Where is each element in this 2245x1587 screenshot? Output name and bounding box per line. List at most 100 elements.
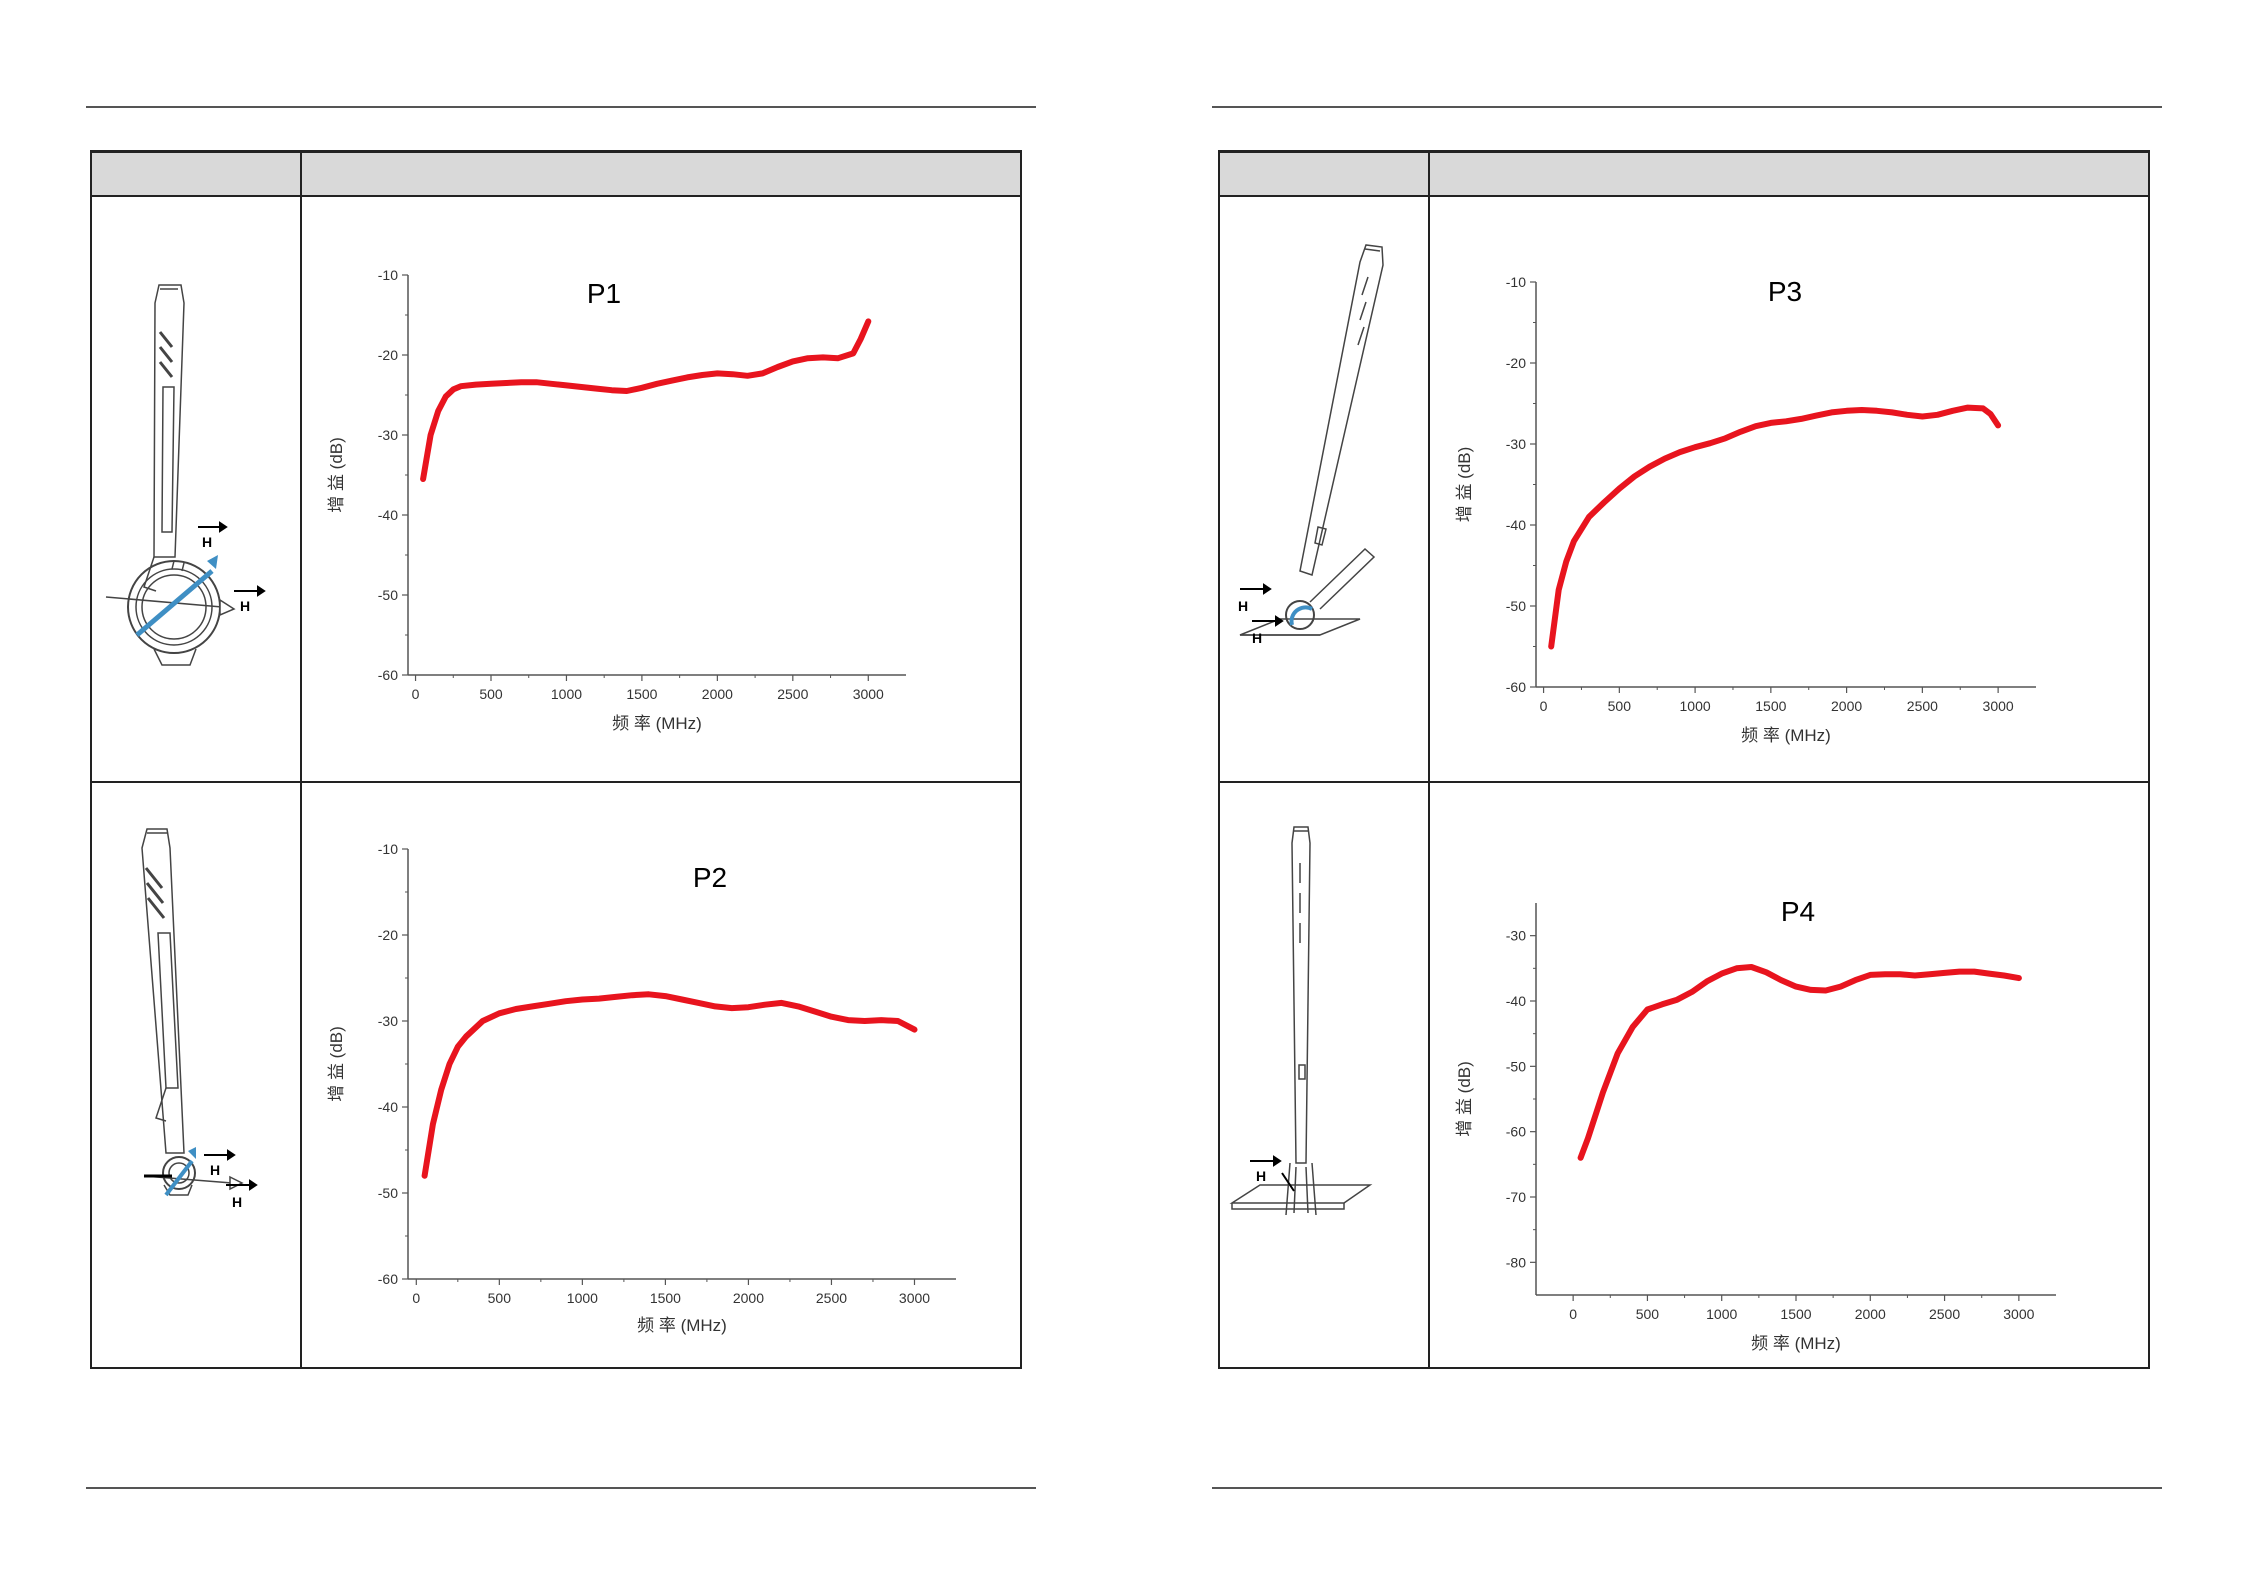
x-tick-label: 2500 <box>816 1290 847 1306</box>
y-tick-label: -30 <box>378 427 398 443</box>
left-top-rule <box>86 106 1036 108</box>
chart-p1: -10 -20 -30 -40 -50 -60 0 500 1000 1500 2000 2500 30… <box>327 267 906 733</box>
chart-cell-p4: -30 -40 -50 -60 -70 -80 0 500 1000 1500 2000 2500 30… <box>1430 783 2150 1369</box>
probe-vertical-board-drawing: H <box>1229 826 1373 1216</box>
y-tick-label: -10 <box>378 841 398 857</box>
y-tick-label: -80 <box>1506 1254 1526 1270</box>
right-bottom-rule <box>1212 1487 2162 1489</box>
y-tick-label: -30 <box>1506 928 1526 944</box>
y-tick-label: -40 <box>1506 993 1526 1009</box>
right-table-header-probe <box>1220 153 1430 197</box>
x-tick-label: 500 <box>479 686 503 702</box>
y-tick-label: -60 <box>1506 679 1526 695</box>
left-table-header-curve <box>302 153 1022 197</box>
chart-cell-p3: -10 -20 -30 -40 -50 -60 0 500 1000 1500 2000 2500 30… <box>1430 197 2150 783</box>
y-axis-label: 增 益 (dB) <box>1455 1061 1474 1137</box>
x-tick-label: 0 <box>412 1290 420 1306</box>
x-tick-label: 3000 <box>1983 698 2014 714</box>
h-field-label: H <box>232 1194 242 1210</box>
left-table: H H -10 -20 -30 -40 -50 -60 0 500 1000 1500 2000 25… <box>90 150 1022 1369</box>
series-line-p4 <box>1577 964 2022 1161</box>
chart-title: P1 <box>587 278 621 309</box>
probe-cell-p2: H H <box>92 783 302 1369</box>
chart-title: P4 <box>1781 896 1815 927</box>
chart-title: P2 <box>693 862 727 893</box>
y-tick-label: -20 <box>378 347 398 363</box>
y-tick-label: -50 <box>1506 598 1526 614</box>
x-tick-label: 0 <box>412 686 420 702</box>
y-tick-label: -50 <box>378 587 398 603</box>
y-axis-label: 增 益 (dB) <box>327 437 346 513</box>
x-tick-label: 1000 <box>1706 1306 1737 1322</box>
x-tick-label: 2500 <box>777 686 808 702</box>
h-field-label: H <box>1252 630 1262 646</box>
x-axis-label: 频 率 (MHz) <box>1751 1334 1841 1353</box>
probe-cell-p3: H H <box>1220 197 1430 783</box>
h-field-label: H <box>202 534 212 550</box>
x-tick-label: 500 <box>1608 698 1632 714</box>
y-axis-label: 增 益 (dB) <box>1455 447 1474 523</box>
chart-p2: -10 -20 -30 -40 -50 -60 0 500 1000 1500 2000 2500 30… <box>327 841 956 1335</box>
x-tick-label: 1000 <box>1680 698 1711 714</box>
x-tick-label: 2500 <box>1929 1306 1960 1322</box>
x-tick-label: 2000 <box>733 1290 764 1306</box>
chart-title: P3 <box>1768 276 1802 307</box>
x-tick-label: 3000 <box>2003 1306 2034 1322</box>
x-tick-label: 1000 <box>551 686 582 702</box>
probe-loop-side-drawing: H H <box>141 828 258 1210</box>
y-tick-label: -10 <box>1506 274 1526 290</box>
h-field-label: H <box>210 1162 220 1178</box>
y-tick-label: -60 <box>1506 1124 1526 1140</box>
x-tick-label: 1500 <box>650 1290 681 1306</box>
probe-tilted-drawing: H H <box>1238 244 1384 646</box>
x-tick-label: 1500 <box>626 686 657 702</box>
h-field-label: H <box>240 598 250 614</box>
probe-cell-p4: H <box>1220 783 1430 1369</box>
y-tick-label: -20 <box>1506 355 1526 371</box>
right-table: H H -10 -20 -30 -40 -50 -60 0 500 1000 1500 2000 25… <box>1218 150 2150 1369</box>
y-tick-label: -60 <box>378 1271 398 1287</box>
probe-loop-drawing: H H <box>105 284 266 666</box>
x-tick-label: 0 <box>1540 698 1548 714</box>
left-bottom-rule <box>86 1487 1036 1489</box>
x-axis-label: 频 率 (MHz) <box>612 714 702 733</box>
chart-cell-p2: -10 -20 -30 -40 -50 -60 0 500 1000 1500 2000 2500 30… <box>302 783 1022 1369</box>
series-line-p3 <box>1548 404 2002 650</box>
y-axis-label: 增 益 (dB) <box>327 1026 346 1102</box>
x-tick-label: 500 <box>1636 1306 1660 1322</box>
probe-cell-p1: H H <box>92 197 302 783</box>
chart-p3: -10 -20 -30 -40 -50 -60 0 500 1000 1500 2000 2500 30… <box>1455 274 2036 745</box>
x-tick-label: 2500 <box>1907 698 1938 714</box>
y-tick-label: -40 <box>378 1099 398 1115</box>
y-tick-label: -70 <box>1506 1189 1526 1205</box>
x-axis-label: 频 率 (MHz) <box>1741 726 1831 745</box>
x-axis-label: 频 率 (MHz) <box>637 1316 727 1335</box>
y-tick-label: -50 <box>1506 1058 1526 1074</box>
chart-cell-p1: -10 -20 -30 -40 -50 -60 0 500 1000 1500 2000 2500 30… <box>302 197 1022 783</box>
x-tick-label: 1500 <box>1780 1306 1811 1322</box>
y-tick-label: -40 <box>378 507 398 523</box>
x-tick-label: 2000 <box>1855 1306 1886 1322</box>
x-tick-label: 0 <box>1569 1306 1577 1322</box>
x-tick-label: 1000 <box>567 1290 598 1306</box>
y-tick-label: -40 <box>1506 517 1526 533</box>
x-tick-label: 2000 <box>1831 698 1862 714</box>
right-top-rule <box>1212 106 2162 108</box>
y-tick-label: -20 <box>378 927 398 943</box>
chart-p4: -30 -40 -50 -60 -70 -80 0 500 1000 1500 2000 2500 30… <box>1455 896 2056 1353</box>
series-line-p2 <box>421 991 918 1179</box>
x-tick-label: 500 <box>488 1290 512 1306</box>
y-tick-label: -10 <box>378 267 398 283</box>
x-tick-label: 2000 <box>702 686 733 702</box>
x-tick-label: 1500 <box>1755 698 1786 714</box>
x-tick-label: 3000 <box>899 1290 930 1306</box>
right-table-header-curve <box>1430 153 2150 197</box>
series-line-p1 <box>420 318 872 482</box>
y-tick-label: -30 <box>1506 436 1526 452</box>
h-field-label: H <box>1256 1168 1266 1184</box>
y-tick-label: -60 <box>378 667 398 683</box>
left-table-header-probe <box>92 153 302 197</box>
x-tick-label: 3000 <box>853 686 884 702</box>
h-field-label: H <box>1238 598 1248 614</box>
y-tick-label: -30 <box>378 1013 398 1029</box>
